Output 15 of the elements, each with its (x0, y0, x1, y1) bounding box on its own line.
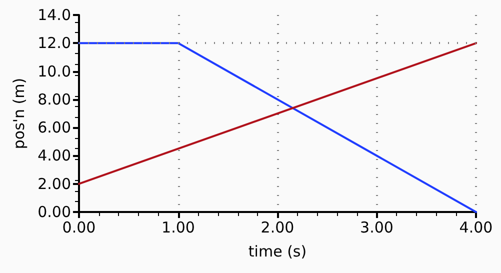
y-tick-label: 0.00 (38, 203, 71, 221)
y-axis-title: pos'n (m) (10, 78, 28, 150)
x-tick-label: 2.00 (260, 218, 294, 236)
y-tick-label: 14.0 (38, 6, 71, 24)
y-tick-label: 4.00 (38, 146, 71, 165)
x-tick-label: 4.00 (459, 218, 493, 236)
x-tick-label: 0.00 (62, 218, 96, 236)
x-tick-label: 1.00 (162, 218, 195, 236)
x-tick-label: 3.00 (360, 218, 394, 236)
y-tick-label: 12.0 (38, 34, 71, 52)
y-tick-label: 8.00 (38, 90, 71, 108)
y-tick-label: 2.00 (38, 174, 71, 193)
y-tick-label: 10.0 (38, 62, 71, 80)
y-tick-label: 6.00 (38, 118, 71, 137)
x-axis-title: time (s) (248, 242, 307, 260)
